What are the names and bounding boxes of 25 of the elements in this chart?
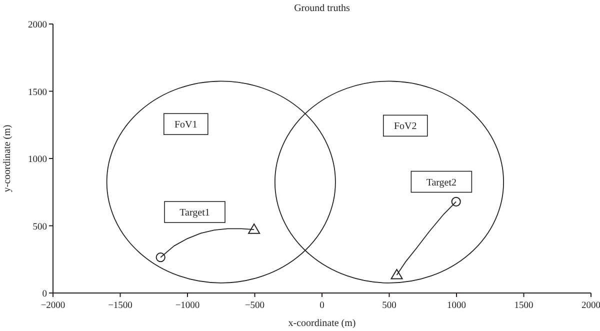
chart-title: Ground truths [294,3,350,14]
point [156,252,166,262]
annotation: Target2 [426,177,457,188]
x-tick-label: −1500 [108,301,133,311]
y-tick-label: 1000 [28,155,48,165]
y-tick-label: 500 [32,222,48,232]
x-tick-label: 0 [320,301,325,311]
x-tick-label: 2000 [582,301,600,311]
x-tick-label: 1000 [447,301,466,311]
y-tick-label: 0 [42,290,48,300]
y-tick-label: 1500 [28,88,48,98]
annotation: FoV2 [394,121,417,132]
annotation: FoV1 [174,120,198,131]
y-axis-title: y-coordinate (m) [2,124,13,192]
x-tick-label: −1000 [175,301,200,311]
x-tick-label: 500 [382,301,397,311]
annotation: Target1 [180,208,210,219]
point [451,196,461,206]
y-tick-label: 2000 [28,20,48,30]
x-tick-label: −2000 [40,301,66,311]
x-tick-label: −500 [244,301,265,311]
point [248,224,260,234]
x-tick-label: 1500 [514,301,534,311]
x-axis-title: x-coordinate (m) [288,318,356,329]
point [390,268,403,280]
